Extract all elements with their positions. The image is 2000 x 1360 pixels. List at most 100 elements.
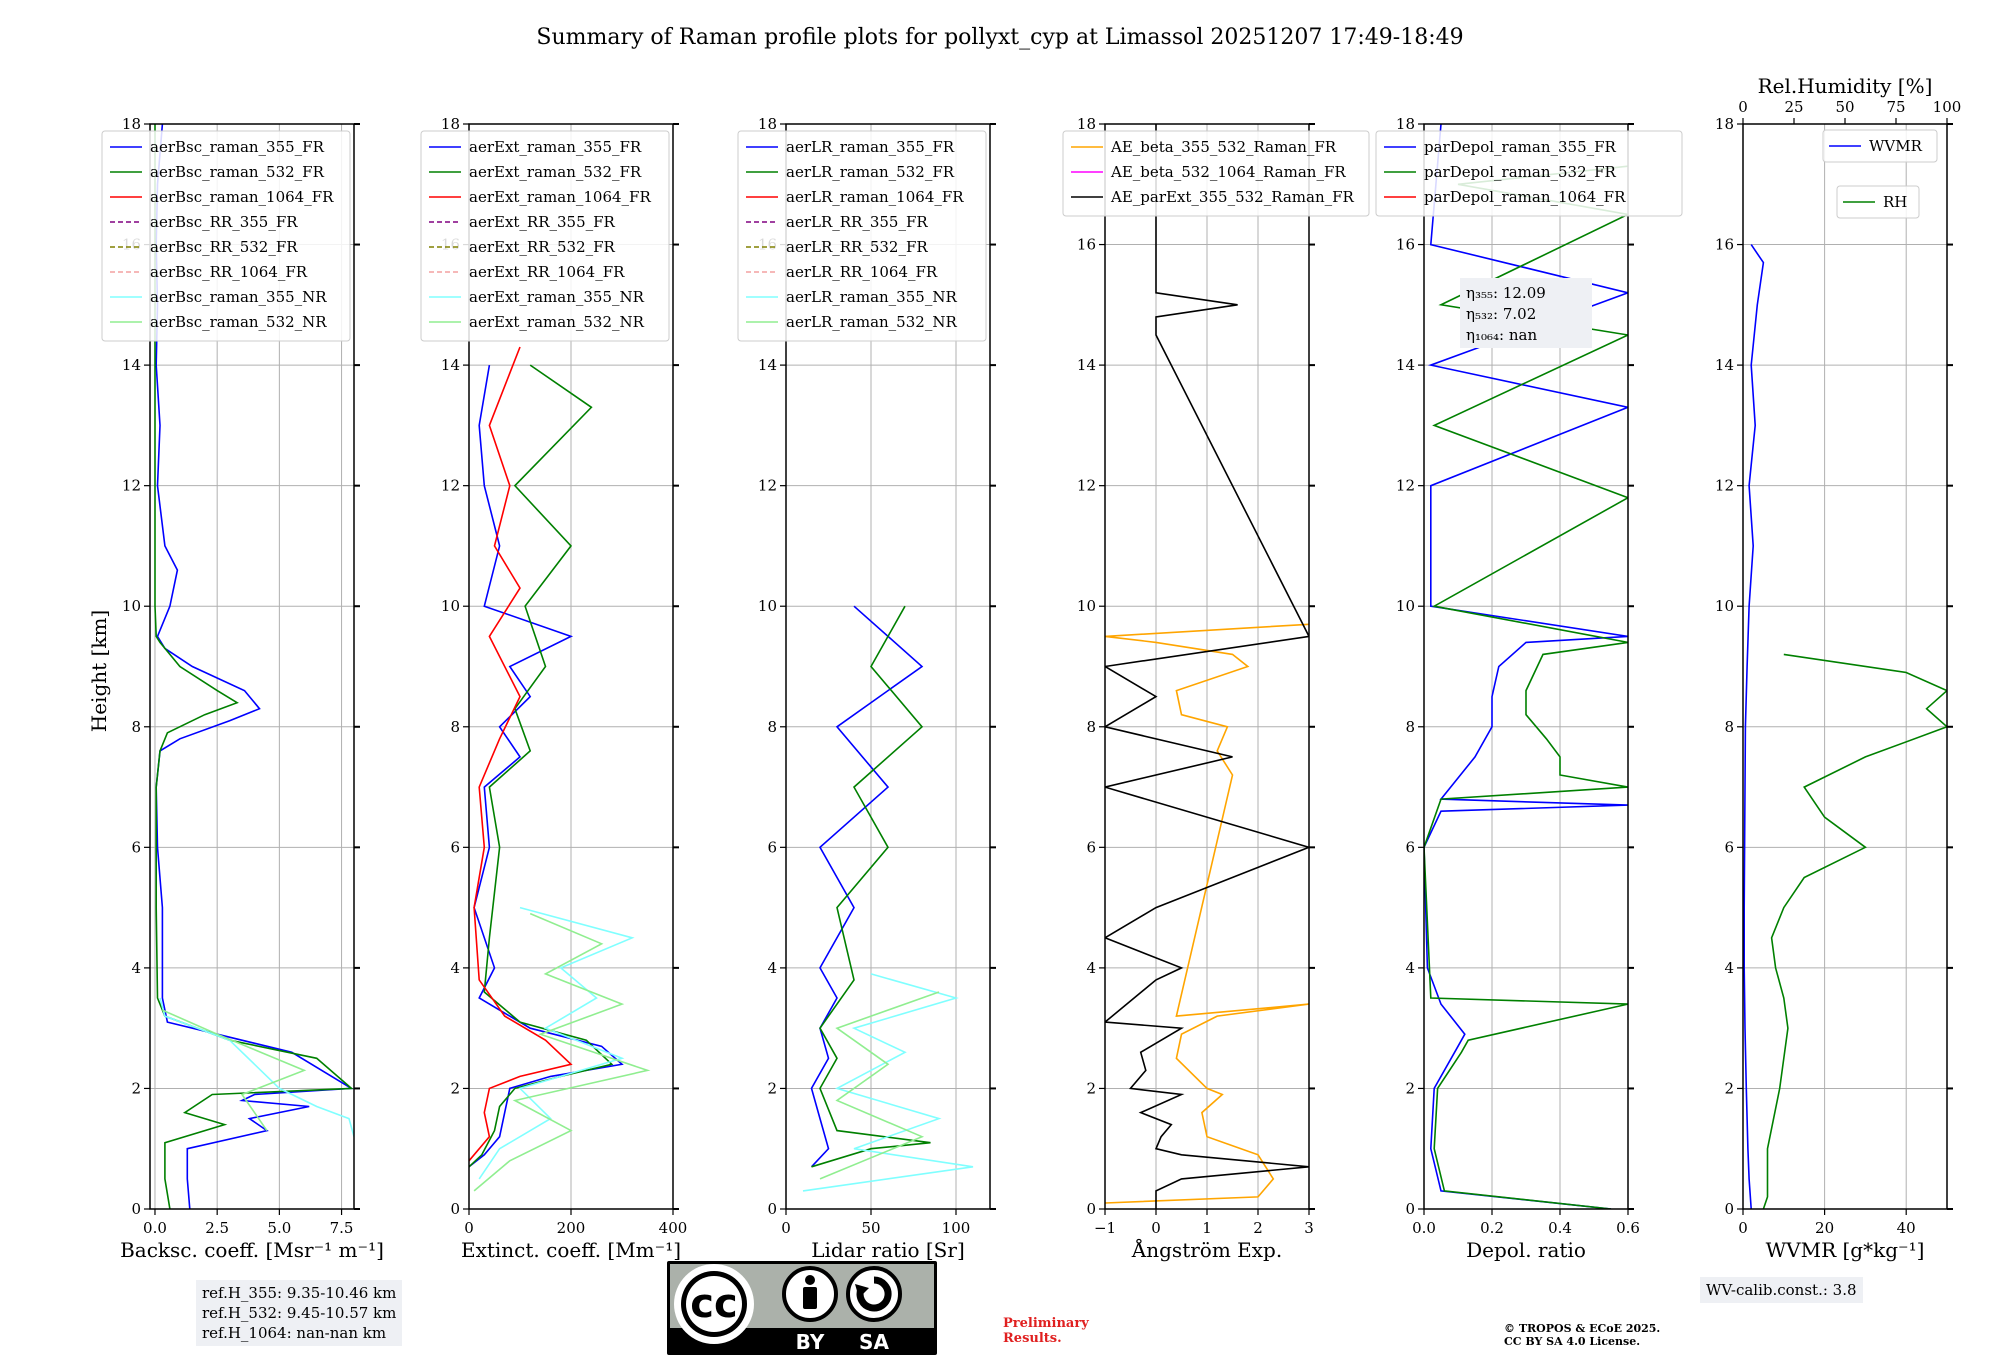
lr-legend-entry-5: aerLR_RR_1064_FR [746,263,938,281]
cc-by-label: BY [796,1330,825,1354]
lr-xtick-label: 50 [861,1219,880,1237]
wv-ytick-label: 12 [1715,477,1734,495]
lr-legend-entry-7: aerLR_raman_532_NR [746,313,957,331]
wv-ytick-label: 16 [1715,236,1734,254]
lr-legend-label: aerLR_raman_532_NR [786,313,957,331]
depol-ytick-label: 4 [1405,959,1415,977]
ext-ytick-label: 12 [441,477,460,495]
wv-ytick-label: 14 [1715,356,1734,374]
bsc-ytick-label: 6 [131,838,141,856]
ext-series-0 [469,364,624,1168]
bsc-legend-label: aerBsc_raman_355_NR [150,288,327,306]
wv-top-tick-label: 75 [1886,98,1905,116]
wv-ytick-label: 8 [1724,718,1734,736]
wv-legend-label: RH [1883,193,1907,211]
lr-axes-frame [785,123,991,1210]
lr-legend-label: aerLR_raman_355_FR [786,138,955,156]
ext-legend-label: aerExt_raman_355_FR [469,138,642,156]
bsc-legend-entry-7: aerBsc_raman_532_NR [110,313,327,331]
ae-legend-label: AE_parExt_355_532_Raman_FR [1110,188,1355,206]
bsc-legend-frame [101,130,351,342]
lr-ytick-label: 18 [758,115,777,133]
sa-share-icon [846,1266,902,1322]
ext-series-1 [469,364,614,1168]
lr-xlabel: Lidar ratio [Sr] [811,1238,965,1262]
y-axis-label: Height [km] [87,610,111,732]
ae-xlabel: Ångström Exp. [1131,1237,1282,1262]
ext-ytick-label: 0 [450,1200,460,1218]
bsc-ytick-label: 14 [122,356,141,374]
depol-ytick-label: 12 [1396,477,1415,495]
bsc-legend: aerBsc_raman_355_FR aerBsc_raman_532_FRae… [101,130,351,342]
depol-series-group [1424,124,1628,1209]
ae-ytick-label: 0 [1086,1200,1096,1218]
wv-calibration-constant: WV-calib.const.: 3.8 [1706,1281,1857,1299]
bsc-legend-label: aerBsc_RR_532_FR [150,238,298,256]
bsc-series-group [154,124,354,1209]
ae-ytick-label: 14 [1077,356,1096,374]
bsc-ytick-label: 12 [122,477,141,495]
lr-ytick-label: 2 [767,1079,777,1097]
ae-ytick-label: 12 [1077,477,1096,495]
depol-ytick-label: 16 [1396,236,1415,254]
wv-calibration-box: WV-calib.const.: 3.8 [1700,1277,1863,1303]
ext-legend-entry-5: aerExt_RR_1064_FR [429,263,625,281]
wv-xtick-label: 40 [1897,1219,1916,1237]
ext-ytick-label: 8 [450,718,460,736]
depol-xtick-label: 0.2 [1480,1219,1504,1237]
bsc-axes-frame [149,123,355,1210]
bsc-ytick-label: 18 [122,115,141,133]
depol-series-1 [1424,165,1628,1209]
wv-xlabel: WVMR [g*kg⁻¹] [1766,1238,1925,1262]
wv-top-tick-label: 100 [1933,98,1962,116]
ae-ytick-label: 2 [1086,1079,1096,1097]
ref-height-532: ref.H_532: 9.45-10.57 km [202,1304,397,1322]
cc-sa-label: SA [859,1330,889,1354]
bsc-xtick-label: 0.0 [143,1219,167,1237]
ext-series-7 [473,912,651,1192]
ext-series-group [469,346,651,1192]
ext-legend-entry-6: aerExt_raman_355_NR [429,288,645,306]
bsc-ytick-label: 2 [131,1079,141,1097]
ext-ytick-label: 2 [450,1079,460,1097]
ext-legend-label: aerExt_raman_532_NR [469,313,645,331]
wv-ytick-label: 4 [1724,959,1734,977]
ae-xtick-label: 2 [1253,1219,1263,1237]
ext-legend-entry-4: aerExt_RR_532_FR [429,238,616,256]
ae-ytick-label: 6 [1086,838,1096,856]
ae-legend-entry-1: AE_beta_532_1064_Raman_FR [1071,163,1346,181]
depol-legend: parDepol_raman_355_FR parDepol_raman_532_… [1375,130,1683,217]
ae-ytick-label: 8 [1086,718,1096,736]
lr-legend-entry-4: aerLR_RR_532_FR [746,238,928,256]
ext-series-6 [478,906,635,1180]
wv-top-tick-label: 50 [1835,98,1854,116]
depol-ytick-label: 18 [1396,115,1415,133]
ae-xtick-label: 1 [1202,1219,1212,1237]
ext-xlabel: Extinct. coeff. [Mm⁻¹] [461,1238,681,1262]
ae-legend-entry-0: AE_beta_355_532_Raman_FR [1071,138,1337,156]
bsc-legend-entry-5: aerBsc_RR_1064_FR [110,263,308,281]
reference-height-box: ref.H_355: 9.35-10.46 km ref.H_532: 9.45… [196,1280,403,1346]
bsc-ytick-label: 8 [131,718,141,736]
ext-legend-entry-1: aerExt_raman_532_FR [429,163,642,181]
ext-legend: aerExt_raman_355_FR aerExt_raman_532_FRae… [420,130,670,342]
lr-xtick-label: 100 [942,1219,971,1237]
preliminary-line-2: Results. [1003,1331,1062,1346]
depol-ytick-label: 2 [1405,1079,1415,1097]
bsc-xtick-label: 2.5 [205,1219,229,1237]
ext-legend-entry-2: aerExt_raman_1064_FR [429,188,651,206]
depol-legend-label: parDepol_raman_532_FR [1424,163,1617,181]
bsc-legend-label: aerBsc_RR_1064_FR [150,263,308,281]
wv-ytick-label: 6 [1724,838,1734,856]
wv-xtick-label: 0 [1738,1219,1748,1237]
lr-legend-entry-2: aerLR_raman_1064_FR [746,188,964,206]
wv-legend-entry-0: WVMR [1822,129,1938,163]
ext-xtick-label: 400 [659,1219,688,1237]
bsc-legend-entry-6: aerBsc_raman_355_NR [110,288,327,306]
ae-grid [1104,123,1310,1210]
ext-legend-label: aerExt_raman_1064_FR [469,188,651,206]
depol-legend-label: parDepol_raman_1064_FR [1424,188,1626,206]
ext-legend-label: aerExt_RR_532_FR [469,238,616,256]
